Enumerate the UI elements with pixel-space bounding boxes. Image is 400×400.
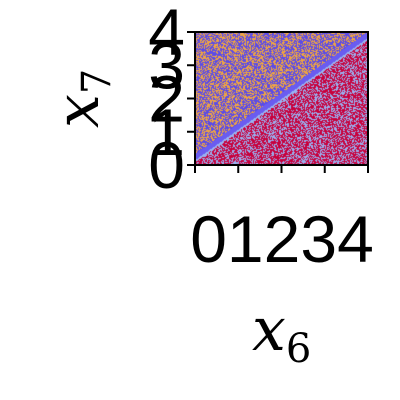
x-tick-label: 2 — [264, 202, 301, 276]
x-tick-labels: 01234 — [190, 202, 374, 276]
y-axis: 01234 — [148, 0, 195, 202]
y-tick-label: 4 — [148, 0, 185, 69]
heatmap-image — [195, 32, 368, 165]
x-axis-label-subscript: 6 — [286, 326, 311, 372]
x-axis: 01234 — [190, 165, 374, 276]
x-tick-label: 1 — [227, 202, 264, 276]
y-axis-label-subscript: 7 — [74, 69, 120, 94]
x-tick-label: 4 — [337, 202, 374, 276]
y-axis-label: x7 — [43, 69, 120, 128]
x-tick-label: 0 — [190, 202, 227, 276]
x-axis-label: x6 — [252, 295, 311, 372]
x-tick-label: 3 — [300, 202, 337, 276]
